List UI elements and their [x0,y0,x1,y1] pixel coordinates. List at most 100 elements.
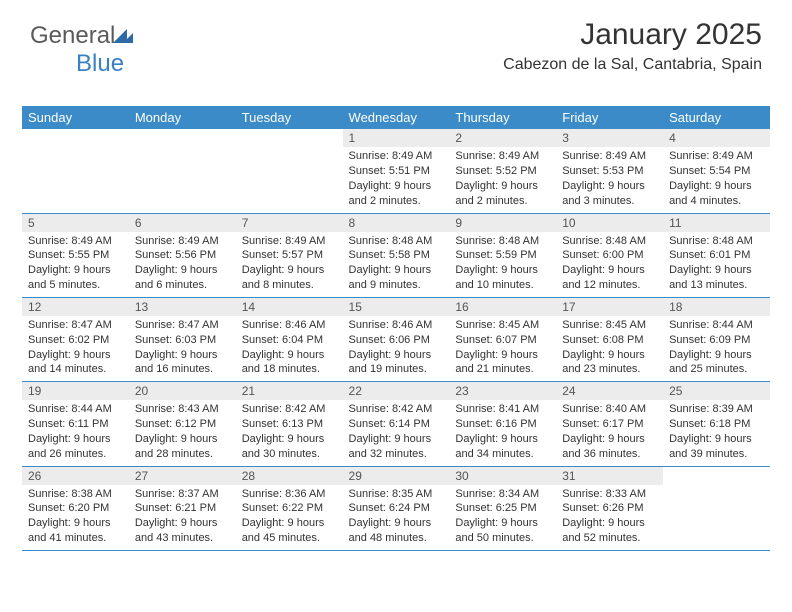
calendar-empty-cell [129,129,236,213]
day-number: 19 [22,382,129,400]
day-number: 26 [22,467,129,485]
calendar-day-cell: 12Sunrise: 8:47 AMSunset: 6:02 PMDayligh… [22,297,129,381]
day-number: 11 [663,214,770,232]
day-number: 22 [343,382,450,400]
location-label: Cabezon de la Sal, Cantabria, Spain [503,56,762,74]
day-number: 24 [556,382,663,400]
day-number: 18 [663,298,770,316]
calendar-day-cell: 7Sunrise: 8:49 AMSunset: 5:57 PMDaylight… [236,213,343,297]
weekday-header: Friday [556,106,663,129]
brand-logo: General Blue [30,22,133,78]
calendar-day-cell: 26Sunrise: 8:38 AMSunset: 6:20 PMDayligh… [22,466,129,550]
weekday-header: Saturday [663,106,770,129]
day-content: Sunrise: 8:36 AMSunset: 6:22 PMDaylight:… [236,485,343,550]
calendar-row: 19Sunrise: 8:44 AMSunset: 6:11 PMDayligh… [22,382,770,466]
calendar-day-cell: 19Sunrise: 8:44 AMSunset: 6:11 PMDayligh… [22,382,129,466]
day-content: Sunrise: 8:48 AMSunset: 6:01 PMDaylight:… [663,232,770,297]
calendar-day-cell: 11Sunrise: 8:48 AMSunset: 6:01 PMDayligh… [663,213,770,297]
page-title: January 2025 [503,18,762,52]
day-number: 8 [343,214,450,232]
calendar-empty-cell [22,129,129,213]
day-number: 21 [236,382,343,400]
brand-part1: General [30,22,115,49]
calendar-day-cell: 18Sunrise: 8:44 AMSunset: 6:09 PMDayligh… [663,297,770,381]
calendar-row: 5Sunrise: 8:49 AMSunset: 5:55 PMDaylight… [22,213,770,297]
day-content: Sunrise: 8:34 AMSunset: 6:25 PMDaylight:… [449,485,556,550]
day-number: 29 [343,467,450,485]
weekday-header: Sunday [22,106,129,129]
day-content: Sunrise: 8:47 AMSunset: 6:02 PMDaylight:… [22,316,129,381]
day-content: Sunrise: 8:48 AMSunset: 6:00 PMDaylight:… [556,232,663,297]
weekday-header: Wednesday [343,106,450,129]
calendar-day-cell: 6Sunrise: 8:49 AMSunset: 5:56 PMDaylight… [129,213,236,297]
calendar-day-cell: 2Sunrise: 8:49 AMSunset: 5:52 PMDaylight… [449,129,556,213]
day-content: Sunrise: 8:49 AMSunset: 5:53 PMDaylight:… [556,147,663,212]
day-content: Sunrise: 8:47 AMSunset: 6:03 PMDaylight:… [129,316,236,381]
day-content: Sunrise: 8:44 AMSunset: 6:09 PMDaylight:… [663,316,770,381]
day-number: 25 [663,382,770,400]
header-right: January 2025 Cabezon de la Sal, Cantabri… [503,18,762,74]
day-content: Sunrise: 8:48 AMSunset: 5:59 PMDaylight:… [449,232,556,297]
day-content: Sunrise: 8:49 AMSunset: 5:51 PMDaylight:… [343,147,450,212]
calendar-row: 12Sunrise: 8:47 AMSunset: 6:02 PMDayligh… [22,297,770,381]
calendar-day-cell: 17Sunrise: 8:45 AMSunset: 6:08 PMDayligh… [556,297,663,381]
calendar-day-cell: 1Sunrise: 8:49 AMSunset: 5:51 PMDaylight… [343,129,450,213]
calendar-day-cell: 3Sunrise: 8:49 AMSunset: 5:53 PMDaylight… [556,129,663,213]
day-content: Sunrise: 8:46 AMSunset: 6:06 PMDaylight:… [343,316,450,381]
weekday-header: Monday [129,106,236,129]
day-content: Sunrise: 8:43 AMSunset: 6:12 PMDaylight:… [129,400,236,465]
day-number: 9 [449,214,556,232]
calendar-day-cell: 9Sunrise: 8:48 AMSunset: 5:59 PMDaylight… [449,213,556,297]
calendar-empty-cell [236,129,343,213]
day-content: Sunrise: 8:44 AMSunset: 6:11 PMDaylight:… [22,400,129,465]
day-content: Sunrise: 8:46 AMSunset: 6:04 PMDaylight:… [236,316,343,381]
day-number: 6 [129,214,236,232]
day-number: 13 [129,298,236,316]
calendar-day-cell: 23Sunrise: 8:41 AMSunset: 6:16 PMDayligh… [449,382,556,466]
calendar-row: 1Sunrise: 8:49 AMSunset: 5:51 PMDaylight… [22,129,770,213]
calendar-day-cell: 30Sunrise: 8:34 AMSunset: 6:25 PMDayligh… [449,466,556,550]
day-content: Sunrise: 8:49 AMSunset: 5:52 PMDaylight:… [449,147,556,212]
calendar-day-cell: 8Sunrise: 8:48 AMSunset: 5:58 PMDaylight… [343,213,450,297]
day-content: Sunrise: 8:33 AMSunset: 6:26 PMDaylight:… [556,485,663,550]
day-content: Sunrise: 8:48 AMSunset: 5:58 PMDaylight:… [343,232,450,297]
day-content: Sunrise: 8:42 AMSunset: 6:13 PMDaylight:… [236,400,343,465]
calendar-day-cell: 29Sunrise: 8:35 AMSunset: 6:24 PMDayligh… [343,466,450,550]
calendar-day-cell: 22Sunrise: 8:42 AMSunset: 6:14 PMDayligh… [343,382,450,466]
day-number: 1 [343,129,450,147]
calendar-day-cell: 10Sunrise: 8:48 AMSunset: 6:00 PMDayligh… [556,213,663,297]
calendar-row: 26Sunrise: 8:38 AMSunset: 6:20 PMDayligh… [22,466,770,550]
calendar-empty-cell [663,466,770,550]
calendar-day-cell: 20Sunrise: 8:43 AMSunset: 6:12 PMDayligh… [129,382,236,466]
day-content: Sunrise: 8:49 AMSunset: 5:55 PMDaylight:… [22,232,129,297]
calendar-table: Sunday Monday Tuesday Wednesday Thursday… [22,106,770,551]
day-number: 30 [449,467,556,485]
calendar-day-cell: 21Sunrise: 8:42 AMSunset: 6:13 PMDayligh… [236,382,343,466]
calendar-day-cell: 27Sunrise: 8:37 AMSunset: 6:21 PMDayligh… [129,466,236,550]
day-number: 31 [556,467,663,485]
day-number: 3 [556,129,663,147]
day-number: 5 [22,214,129,232]
day-number: 12 [22,298,129,316]
day-number: 4 [663,129,770,147]
calendar-day-cell: 28Sunrise: 8:36 AMSunset: 6:22 PMDayligh… [236,466,343,550]
day-content: Sunrise: 8:45 AMSunset: 6:08 PMDaylight:… [556,316,663,381]
day-content: Sunrise: 8:42 AMSunset: 6:14 PMDaylight:… [343,400,450,465]
weekday-header: Thursday [449,106,556,129]
day-content: Sunrise: 8:35 AMSunset: 6:24 PMDaylight:… [343,485,450,550]
calendar-day-cell: 5Sunrise: 8:49 AMSunset: 5:55 PMDaylight… [22,213,129,297]
day-number: 20 [129,382,236,400]
day-number: 10 [556,214,663,232]
calendar-day-cell: 16Sunrise: 8:45 AMSunset: 6:07 PMDayligh… [449,297,556,381]
day-content: Sunrise: 8:37 AMSunset: 6:21 PMDaylight:… [129,485,236,550]
day-number: 23 [449,382,556,400]
day-number: 15 [343,298,450,316]
day-content: Sunrise: 8:38 AMSunset: 6:20 PMDaylight:… [22,485,129,550]
day-content: Sunrise: 8:40 AMSunset: 6:17 PMDaylight:… [556,400,663,465]
weekday-header-row: Sunday Monday Tuesday Wednesday Thursday… [22,106,770,129]
day-number: 27 [129,467,236,485]
day-number: 2 [449,129,556,147]
day-content: Sunrise: 8:45 AMSunset: 6:07 PMDaylight:… [449,316,556,381]
day-content: Sunrise: 8:41 AMSunset: 6:16 PMDaylight:… [449,400,556,465]
day-number: 28 [236,467,343,485]
